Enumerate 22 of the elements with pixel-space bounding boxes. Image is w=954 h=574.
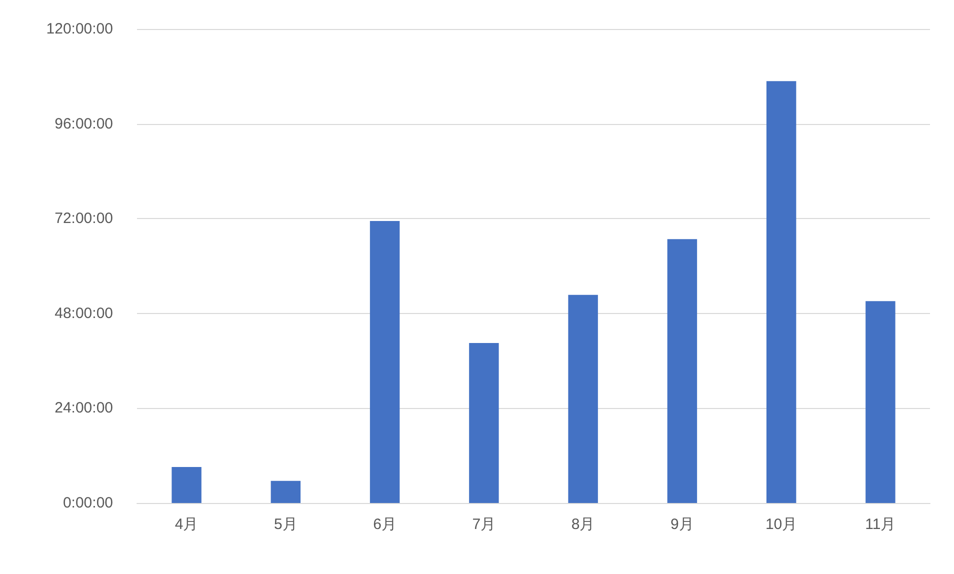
y-tick-label: 24:00:00 — [54, 400, 113, 417]
bar — [667, 239, 698, 503]
bar — [469, 343, 499, 503]
y-tick-label: 48:00:00 — [54, 304, 113, 322]
bar — [866, 301, 896, 503]
y-tick-label: 72:00:00 — [54, 210, 113, 228]
bar — [270, 480, 301, 503]
bar — [568, 294, 598, 503]
x-tick-label: 4月 — [174, 516, 198, 533]
y-tick-label: 0:00:00 — [62, 494, 113, 512]
y-tick-label: 120:00:00 — [46, 20, 113, 38]
y-tick-label: 96:00:00 — [54, 115, 113, 132]
x-tick-label: 6月 — [373, 516, 396, 533]
x-tick-label: 8月 — [571, 516, 595, 533]
x-tick-label: 9月 — [670, 516, 694, 533]
x-tick-label: 10月 — [765, 516, 798, 533]
bar — [172, 467, 202, 503]
bar — [766, 81, 796, 503]
x-tick-label: 7月 — [472, 516, 496, 533]
bar — [370, 220, 400, 503]
x-tick-label: 11月 — [865, 516, 896, 533]
x-tick-label: 5月 — [274, 516, 298, 533]
